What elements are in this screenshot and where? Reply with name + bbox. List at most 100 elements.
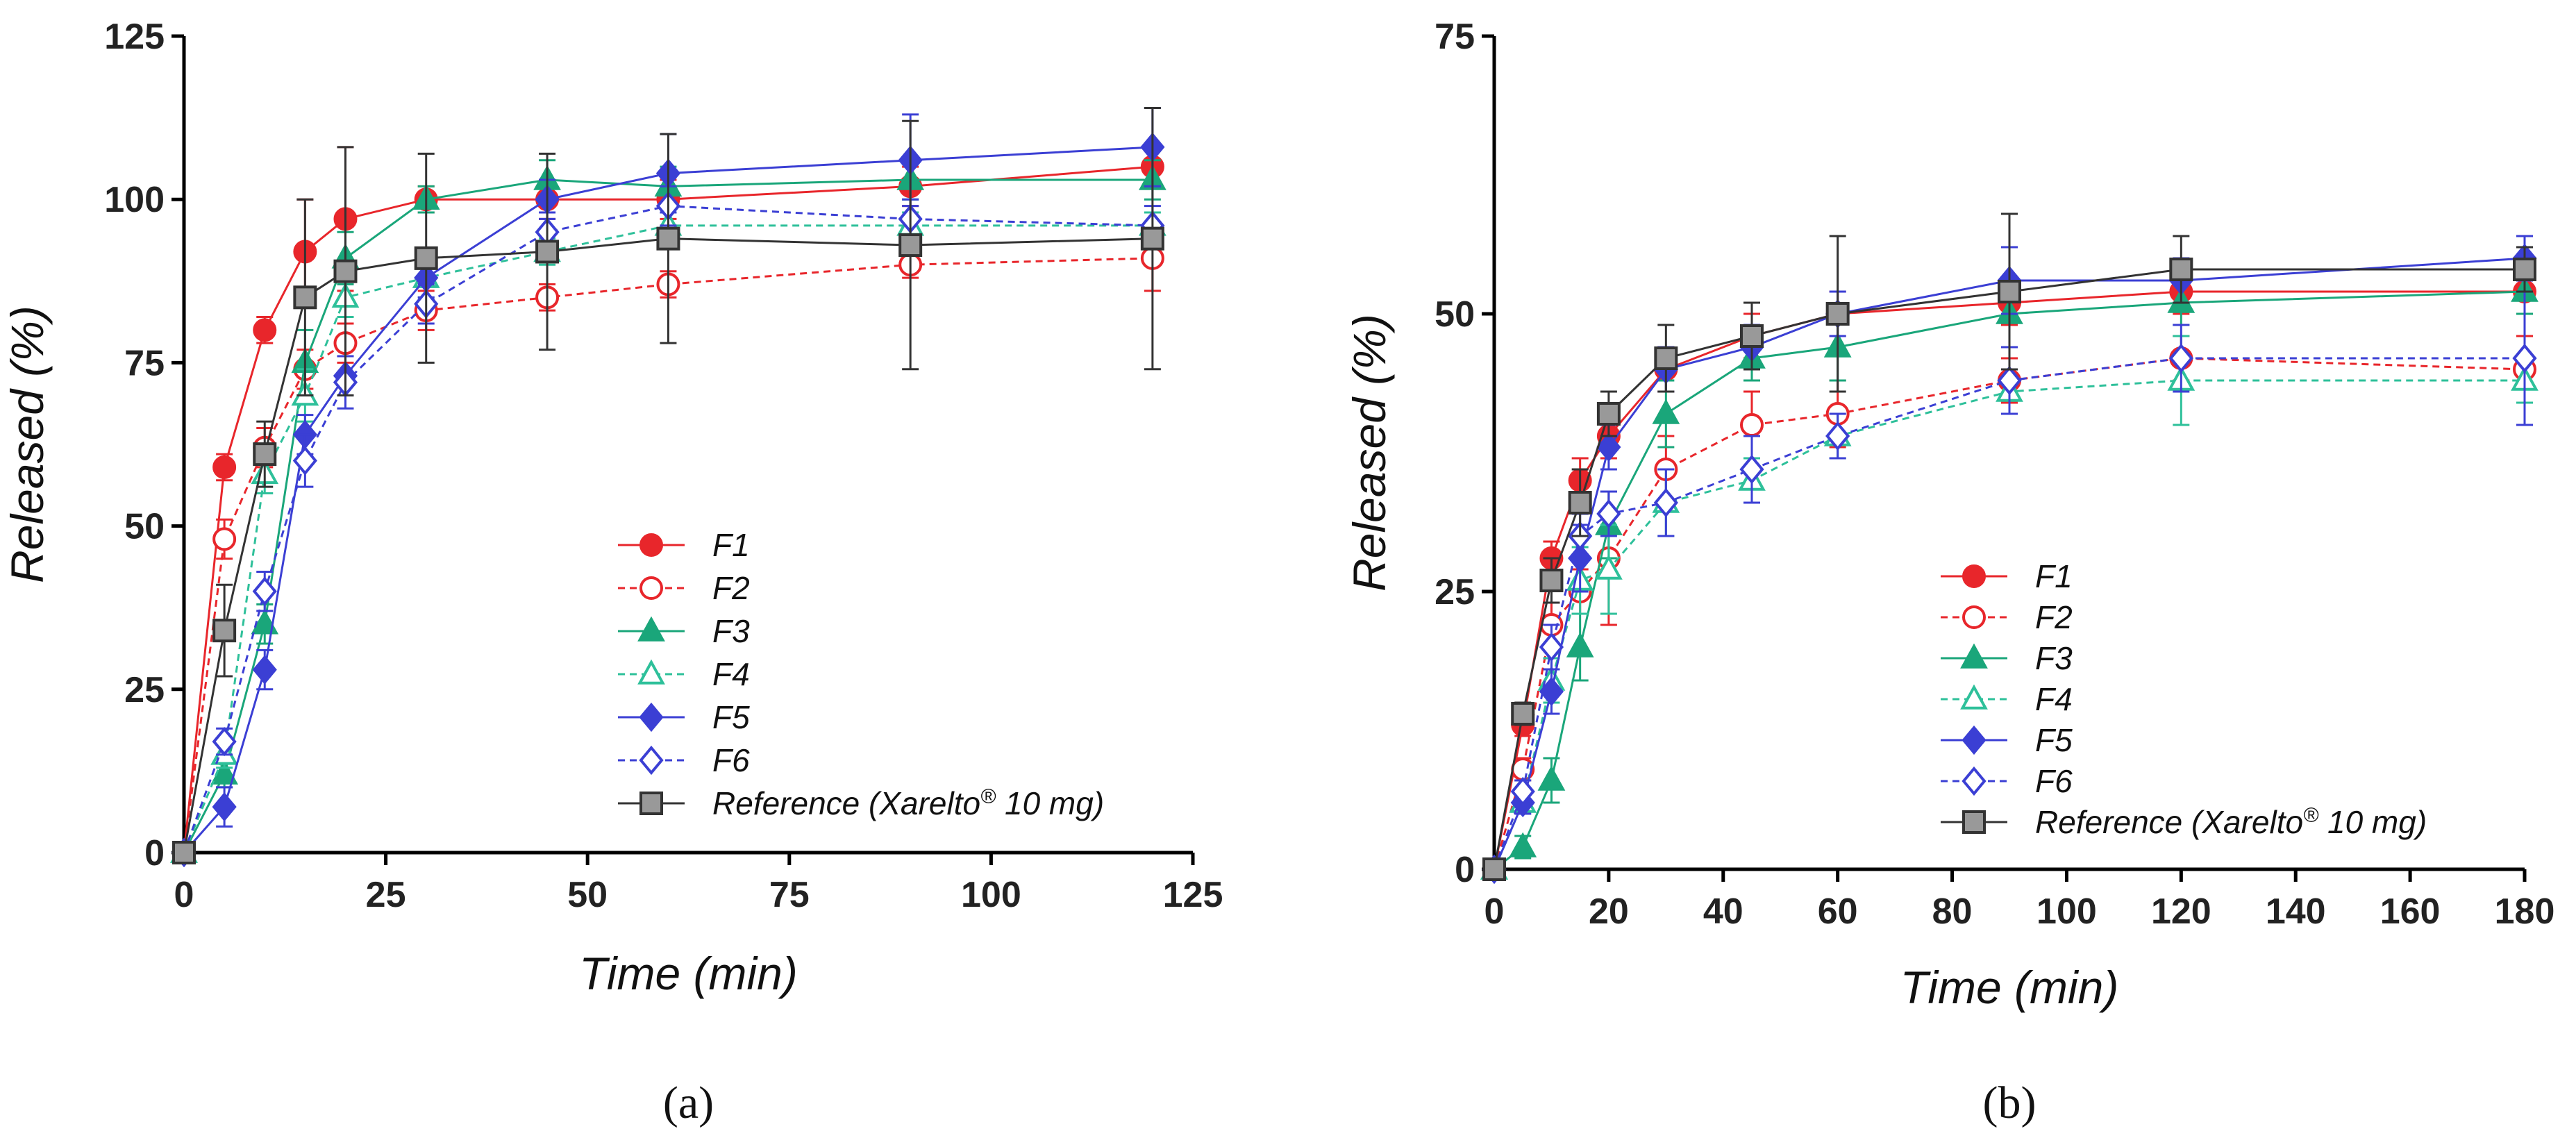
data-point	[253, 442, 277, 467]
legend-marker	[1962, 725, 1987, 755]
y-axis-title: Released (%)	[1344, 314, 1395, 592]
data-point	[656, 226, 680, 251]
data-point	[292, 446, 317, 476]
data-point	[1539, 569, 1564, 592]
x-tick-label: 20	[1589, 891, 1629, 932]
series-7	[1482, 212, 2536, 881]
data-point	[1654, 346, 1678, 370]
legend-marker	[1962, 810, 1986, 834]
x-tick-label: 125	[1163, 875, 1223, 915]
data-point	[1596, 499, 1621, 529]
data-point	[1740, 324, 1764, 348]
x-tick-label: 0	[1484, 891, 1505, 932]
legend-marker	[1962, 766, 1987, 796]
data-point	[1539, 632, 1564, 662]
data-point	[210, 759, 239, 785]
series-line	[1493, 379, 2525, 870]
legend-label: F4	[712, 656, 750, 692]
y-tick-label: 125	[104, 17, 165, 57]
series-line	[183, 205, 1153, 853]
series-line	[1493, 357, 2525, 870]
y-tick-label: 25	[124, 670, 165, 710]
legend-marker	[637, 616, 665, 642]
data-point	[212, 792, 237, 822]
data-point	[252, 576, 277, 606]
data-point	[212, 527, 237, 551]
legend-label: F3	[2035, 640, 2073, 676]
x-axis-title: Time (min)	[579, 948, 798, 999]
legend-marker	[639, 576, 663, 600]
y-tick-label: 0	[144, 833, 165, 873]
data-point	[1825, 421, 1850, 451]
legend-label: Reference (Xarelto® 10 mg)	[2035, 804, 2427, 841]
panel-label: (b)	[1983, 1078, 2036, 1128]
data-point	[1739, 454, 1764, 485]
x-tick-label: 120	[2151, 891, 2211, 932]
data-point	[535, 240, 560, 264]
data-point	[1510, 776, 1535, 807]
panel-label: (a)	[663, 1078, 714, 1128]
series-line	[1493, 357, 2525, 870]
y-tick-label: 75	[1435, 17, 1475, 57]
legend-label: F6	[2035, 763, 2073, 799]
data-point	[2513, 258, 2536, 281]
legend-label: F2	[712, 570, 750, 606]
data-point	[212, 455, 237, 479]
series-line	[183, 165, 1153, 853]
y-tick-label: 50	[1435, 294, 1475, 335]
x-tick-label: 160	[2380, 891, 2441, 932]
data-point	[2168, 343, 2193, 374]
legend-label: F3	[712, 613, 750, 649]
legend-marker	[637, 659, 665, 685]
legend-label: F1	[712, 527, 750, 563]
data-point	[1653, 487, 1678, 518]
x-tick-label: 100	[961, 875, 1021, 915]
data-point	[2512, 343, 2537, 374]
legend: F1 F2 F3 F4 F5 F6 Reference (Xarelto® 10 mg)	[618, 527, 1104, 821]
data-point	[1140, 226, 1164, 251]
data-point	[898, 233, 923, 258]
x-tick-label: 140	[2266, 891, 2326, 932]
y-tick-label: 50	[124, 507, 165, 547]
series-line	[183, 257, 1153, 853]
x-tick-label: 0	[174, 875, 194, 915]
y-tick-label: 0	[1455, 850, 1475, 890]
data-point	[253, 318, 277, 342]
data-point	[1740, 413, 1764, 437]
data-point	[293, 285, 317, 310]
y-tick-label: 75	[124, 343, 165, 383]
x-tick-label: 180	[2495, 891, 2555, 932]
legend-marker	[1960, 684, 1988, 710]
data-point	[1997, 365, 2022, 396]
data-point	[251, 609, 279, 635]
chart-panel-a: 0 25 50 75 100 125 0 25 50 75 100 125 Time (min) Rele…	[1, 17, 1223, 1128]
x-tick-label: 60	[1818, 891, 1858, 932]
data-point	[1596, 432, 1621, 462]
series-line	[183, 237, 1153, 853]
series-line	[183, 178, 1153, 853]
data-point	[1511, 702, 1535, 726]
data-point	[172, 841, 196, 864]
data-point	[414, 246, 438, 270]
data-point	[252, 655, 277, 685]
data-point	[2169, 258, 2193, 281]
data-point	[1568, 491, 1592, 514]
series-line	[183, 146, 1153, 853]
legend: F1 F2 F3 F4 F5 F6 Reference (Xarelto® 10 mg)	[1941, 558, 2427, 840]
data-point	[333, 259, 358, 283]
legend-label: F6	[712, 742, 750, 778]
series-2	[1482, 335, 2536, 881]
y-axis-title: Released (%)	[1, 305, 53, 583]
x-tick-label: 40	[1703, 891, 1743, 932]
data-point	[1595, 554, 1623, 580]
series-4	[1480, 335, 2539, 880]
x-axis-title: Time (min)	[1900, 962, 2119, 1013]
legend-label: F5	[2035, 722, 2073, 758]
legend-label: Reference (Xarelto® 10 mg)	[712, 785, 1104, 822]
data-point	[212, 726, 237, 757]
y-tick-label: 25	[1435, 572, 1475, 612]
legend-marker	[1962, 564, 1986, 588]
data-point	[1566, 632, 1594, 658]
legend-marker	[639, 792, 663, 815]
